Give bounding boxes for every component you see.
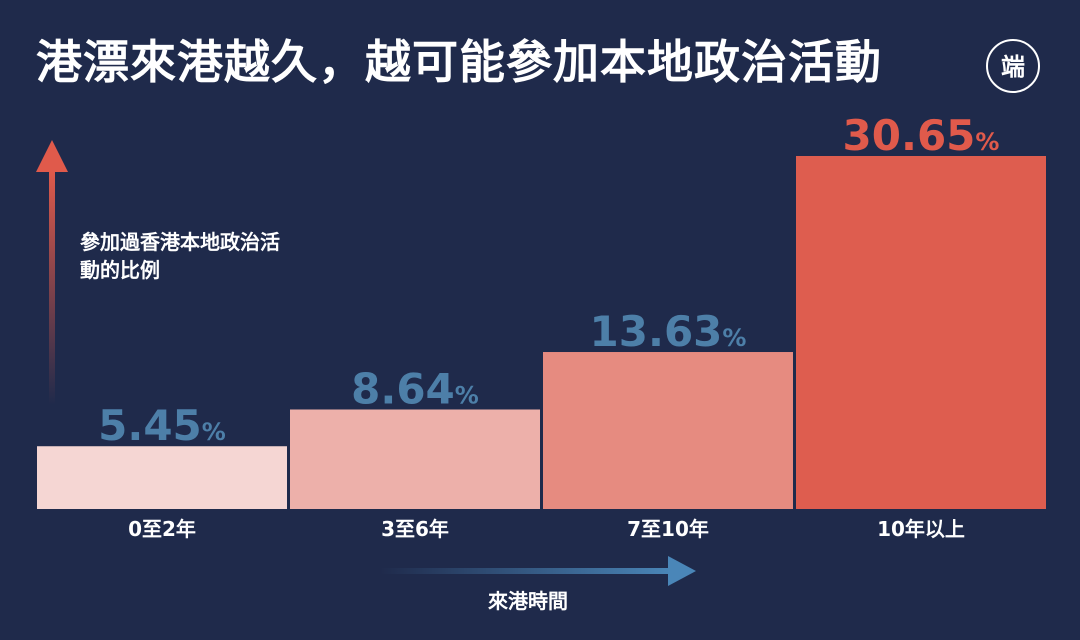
bar-0	[37, 446, 287, 509]
value-label-3: 30.65%	[843, 111, 1000, 160]
value-label-1: 8.64%	[351, 364, 479, 413]
logo-text: 端	[1001, 53, 1025, 81]
y-axis-arrow	[36, 140, 68, 405]
category-label-0: 0至2年	[128, 517, 196, 541]
x-axis-label: 來港時間	[488, 589, 568, 613]
bar-2	[543, 352, 793, 509]
value-label-2: 13.63%	[590, 307, 747, 356]
y-axis-label: 參加過香港本地政治活動的比例	[80, 230, 280, 282]
bar-3	[796, 156, 1046, 509]
page-title: 港漂來港越久，越可能參加本地政治活動	[36, 35, 882, 89]
bar-1	[290, 409, 540, 509]
brand-logo: 端	[986, 39, 1040, 93]
value-label-0: 5.45%	[98, 401, 226, 450]
category-label-2: 7至10年	[627, 517, 709, 541]
category-label-3: 10年以上	[877, 517, 965, 541]
x-axis-arrow	[380, 556, 696, 586]
category-label-1: 3至6年	[381, 517, 449, 541]
